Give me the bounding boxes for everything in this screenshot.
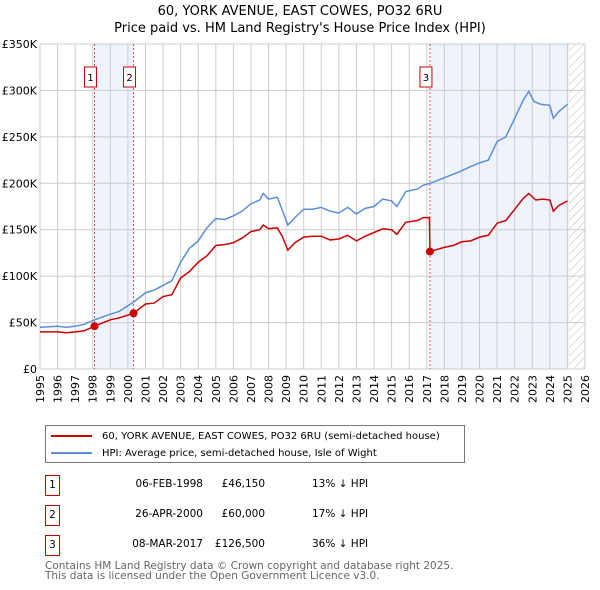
legend-label: 60, YORK AVENUE, EAST COWES, PO32 6RU (s…	[102, 430, 440, 442]
legend: 60, YORK AVENUE, EAST COWES, PO32 6RU (s…	[45, 425, 465, 463]
legend-swatch-red	[51, 435, 92, 437]
x-tick-label: 2022	[509, 375, 522, 403]
sale-date: 06-FEB-1998	[135, 478, 203, 490]
x-tick-label: 2003	[175, 375, 188, 403]
x-tick-label: 2020	[474, 375, 487, 403]
x-tick-label: 2002	[157, 375, 170, 403]
sale-marker-label: 3	[45, 535, 60, 556]
plot-area: 1995 1996 1997 1998 1999 2000 2001 2002 2003 2004…	[2, 38, 592, 403]
x-tick-label: 2008	[263, 375, 276, 403]
series-line	[40, 192, 568, 334]
chart-subtitle: Price paid vs. HM Land Registry's House …	[114, 21, 486, 36]
y-tick-label: £350K	[2, 38, 38, 51]
sale-hpi-diff: 36% ↓ HPI	[312, 538, 369, 550]
y-tick-label: £250K	[2, 131, 38, 144]
sale-row: 2 26-APR-2000 £60,000 17% ↓ HPI	[45, 505, 465, 526]
shaded-period	[429, 44, 570, 369]
footer: Contains HM Land Registry data © Crown c…	[45, 560, 454, 582]
x-tick-label: 2016	[403, 375, 416, 403]
y-tick-label: £50K	[9, 317, 38, 330]
x-tick-label: 1996	[52, 375, 65, 403]
sale-marker-box	[123, 66, 137, 88]
x-tick-label: 2006	[227, 375, 240, 403]
x-tick-label: 2013	[350, 375, 363, 403]
x-tick-label: 2010	[298, 375, 311, 403]
sale-hpi-diff: 17% ↓ HPI	[312, 508, 369, 520]
sale-price: £126,500	[214, 538, 265, 550]
legend-label: HPI: Average price, semi-detached house,…	[102, 447, 377, 459]
sale-marker-number: 2	[126, 73, 132, 84]
x-tick-label: 2026	[579, 375, 592, 403]
x-tick-label: 2015	[386, 375, 399, 403]
y-tick-label: £200K	[2, 177, 38, 190]
y-tick-label: £0	[23, 363, 37, 376]
x-tick-label: 1997	[69, 375, 82, 403]
x-tick-label: 1995	[34, 375, 47, 403]
x-tick-label: 2014	[368, 375, 381, 403]
x-tick-label: 2004	[192, 375, 205, 403]
x-tick-label: 2012	[333, 375, 346, 403]
y-tick-label: £300K	[2, 84, 38, 97]
sale-point	[425, 247, 434, 256]
x-tick-label: 2009	[280, 375, 293, 403]
legend-swatch-blue	[51, 452, 92, 454]
x-tick-label: 2000	[122, 375, 135, 403]
sale-marker-box	[84, 66, 97, 88]
legend-item-property: 60, YORK AVENUE, EAST COWES, PO32 6RU (s…	[51, 429, 440, 443]
y-tick-label: £150K	[2, 224, 38, 237]
x-tick-label: 2018	[438, 375, 451, 403]
copyright-note: Contains HM Land Registry data © Crown c…	[45, 560, 454, 572]
x-tick-label: 2025	[561, 375, 574, 403]
x-tick-label: 1998	[87, 375, 100, 403]
x-tick-label: 2005	[210, 375, 223, 403]
licence-note: This data is licensed under the Open Gov…	[45, 570, 380, 582]
sale-marker-box	[419, 66, 433, 88]
x-tick-label: 2024	[544, 375, 557, 403]
x-tick-label: 2023	[526, 375, 539, 403]
sale-price: £60,000	[221, 508, 265, 520]
sale-date: 08-MAR-2017	[132, 538, 203, 550]
legend-item-hpi: HPI: Average price, semi-detached house,…	[51, 446, 377, 460]
x-tick-label: 2021	[491, 375, 504, 403]
sale-hpi-diff: 13% ↓ HPI	[312, 478, 369, 490]
forecast-hatch	[569, 44, 585, 369]
sale-marker-number: 1	[87, 73, 93, 84]
x-tick-label: 2001	[139, 375, 152, 403]
x-tick-label: 2011	[315, 375, 328, 403]
x-tick-label: 2019	[456, 375, 469, 403]
sale-price: £46,150	[221, 478, 265, 490]
sale-date: 26-APR-2000	[135, 508, 203, 520]
sale-marker-number: 3	[423, 73, 429, 84]
sale-row: 1 06-FEB-1998 £46,150 13% ↓ HPI	[45, 475, 465, 496]
x-tick-label: 2007	[245, 375, 258, 403]
sale-marker-label: 1	[45, 475, 60, 496]
sale-marker-label: 2	[45, 505, 60, 526]
sale-point	[129, 309, 138, 318]
series-line	[39, 89, 568, 328]
sale-point	[90, 322, 99, 331]
y-tick-label: £100K	[2, 270, 38, 283]
chart-title: 60, YORK AVENUE, EAST COWES, PO32 6RU	[157, 4, 443, 19]
x-tick-label: 1999	[104, 375, 117, 403]
x-tick-label: 2017	[421, 375, 434, 403]
sale-row: 3 08-MAR-2017 £126,500 36% ↓ HPI	[45, 535, 465, 556]
